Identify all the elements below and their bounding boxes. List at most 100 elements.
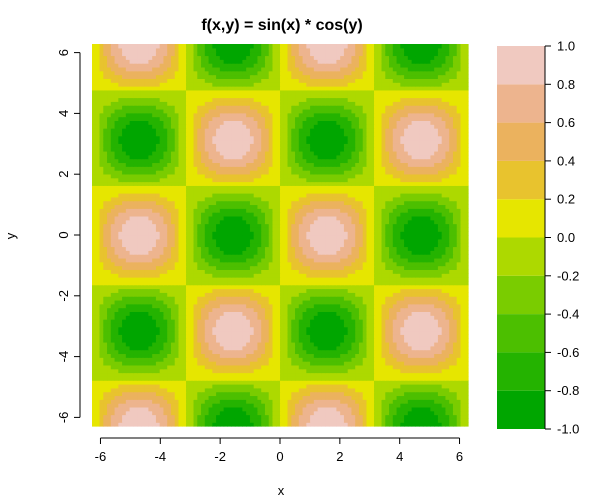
heatmap-cell <box>407 246 413 251</box>
heatmap-cell <box>125 303 131 309</box>
heatmap-cell <box>377 311 383 316</box>
heatmap-cell <box>287 254 292 259</box>
heatmap-cell <box>125 403 131 408</box>
heatmap-cell <box>291 353 296 358</box>
heatmap-cell <box>137 315 142 320</box>
heatmap-cell <box>268 403 274 408</box>
heatmap-cell <box>434 391 439 397</box>
heatmap-cell <box>182 376 187 381</box>
heatmap-cell <box>310 277 315 282</box>
heatmap-cell <box>422 395 428 400</box>
heatmap-cell <box>377 383 383 389</box>
heatmap-cell <box>332 418 337 423</box>
heatmap-cell <box>261 368 266 374</box>
heatmap-cell <box>328 376 334 381</box>
heatmap-cell <box>268 395 274 400</box>
heatmap-cell <box>264 303 270 309</box>
heatmap-cell <box>313 376 319 381</box>
heatmap-cell <box>441 341 447 347</box>
heatmap-cell <box>355 238 360 244</box>
heatmap-cell <box>144 273 149 278</box>
heatmap-cell <box>377 330 383 335</box>
heatmap-cell <box>272 257 277 263</box>
heatmap-cell <box>291 326 296 332</box>
heatmap-cell <box>92 372 97 377</box>
heatmap-cell <box>268 361 274 366</box>
heatmap-cell <box>193 238 198 244</box>
heatmap-cell <box>216 387 221 393</box>
heatmap-cell <box>114 257 119 263</box>
heatmap-cell <box>355 319 360 324</box>
heatmap-cell <box>366 406 371 412</box>
heatmap-cell <box>396 383 401 389</box>
heatmap-cell <box>174 414 180 419</box>
heatmap-cell <box>242 280 247 286</box>
heatmap-cell <box>208 311 213 316</box>
heatmap-cell <box>321 292 326 297</box>
heatmap-cell <box>148 242 153 248</box>
heatmap-cell <box>358 361 364 366</box>
heatmap-cell <box>283 288 289 293</box>
heatmap-cell <box>159 280 165 286</box>
heatmap-cell <box>129 391 134 397</box>
heatmap-cell <box>110 303 116 309</box>
heatmap-cell <box>426 341 431 347</box>
heatmap-cell <box>445 326 450 332</box>
heatmap-cell <box>182 261 187 267</box>
heatmap-cell <box>159 380 165 385</box>
heatmap-cell <box>167 296 172 301</box>
heatmap-cell <box>253 277 259 282</box>
heatmap-cell <box>223 383 228 389</box>
heatmap-cell <box>310 319 315 324</box>
heatmap-cell <box>193 299 198 305</box>
heatmap-cell <box>404 250 409 255</box>
heatmap-cell <box>358 326 364 332</box>
heatmap-cell <box>310 383 315 389</box>
heatmap-cell <box>464 330 469 335</box>
heatmap-cell <box>392 364 398 370</box>
heatmap-cell <box>272 357 277 362</box>
heatmap-cell <box>310 372 315 377</box>
heatmap-cell <box>159 361 165 366</box>
heatmap-cell <box>216 261 221 267</box>
heatmap-cell <box>238 284 243 290</box>
heatmap-cell <box>419 273 424 278</box>
heatmap-cell <box>276 372 281 377</box>
heatmap-cell <box>174 383 180 389</box>
heatmap-cell <box>107 364 112 370</box>
heatmap-cell <box>174 288 180 293</box>
heatmap-cell <box>347 307 353 312</box>
heatmap-cell <box>163 364 168 370</box>
heatmap-cell <box>246 357 251 362</box>
heatmap-cell <box>234 330 240 335</box>
heatmap-cell <box>419 406 424 412</box>
heatmap-cell <box>193 315 198 320</box>
heatmap-cell <box>234 284 240 290</box>
heatmap-cell <box>325 322 330 328</box>
heatmap-cell <box>370 269 375 274</box>
heatmap-cell <box>464 315 469 320</box>
heatmap-cell <box>148 296 153 301</box>
heatmap-cell <box>186 319 191 324</box>
heatmap-cell <box>144 299 149 305</box>
heatmap-cell <box>122 288 127 293</box>
heatmap-cell <box>193 414 198 419</box>
heatmap-cell <box>163 292 168 297</box>
heatmap-cell <box>287 303 292 309</box>
heatmap-cell <box>125 273 131 278</box>
heatmap-cell <box>144 235 149 240</box>
heatmap-cell <box>396 330 401 335</box>
heatmap-cell <box>201 273 206 278</box>
heatmap-cell <box>340 345 345 351</box>
heatmap-cell <box>340 406 345 412</box>
heatmap-cell <box>280 380 285 385</box>
heatmap-cell <box>389 257 394 263</box>
heatmap-cell <box>227 414 232 419</box>
heatmap-cell <box>103 277 108 282</box>
heatmap-cell <box>415 334 420 339</box>
heatmap-cell <box>445 284 450 290</box>
heatmap-cell <box>313 345 319 351</box>
heatmap-cell <box>167 341 172 347</box>
heatmap-cell <box>144 418 149 423</box>
heatmap-cell <box>464 357 469 362</box>
